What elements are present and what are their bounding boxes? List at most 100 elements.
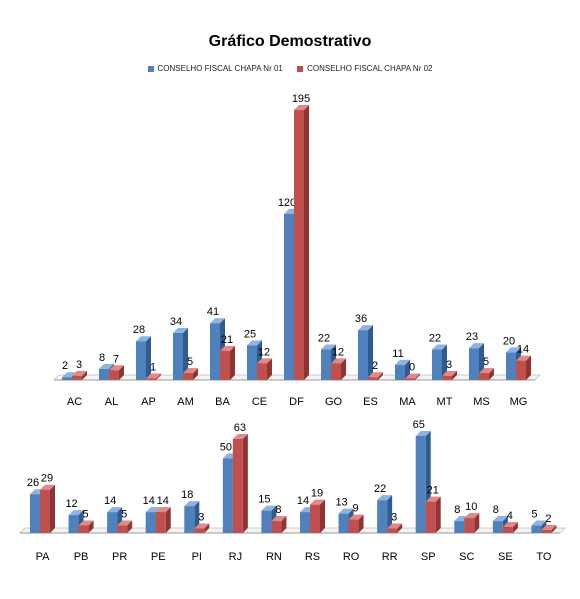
data-label-rj-series-2: 63 xyxy=(234,422,246,434)
bar-top-se-series-1 xyxy=(492,516,508,522)
bar-side-es-series-1 xyxy=(368,325,373,380)
bar-side-pa-series-2 xyxy=(50,484,55,533)
data-label-pa-series-2: 29 xyxy=(41,473,53,485)
category-label-df: DF xyxy=(289,396,304,408)
bar-top-pb-series-1 xyxy=(68,510,84,516)
bar-ap-series-2 xyxy=(146,378,156,380)
category-label-ro: RO xyxy=(343,551,360,563)
bar-side-pi-series-2 xyxy=(204,523,210,533)
bar-sp-series-2 xyxy=(425,501,436,533)
category-label-rn: RN xyxy=(266,551,282,563)
legend-label-series-1: CONSELHO FISCAL CHAPA Nr 01 xyxy=(157,64,283,73)
bar-mg-series-2 xyxy=(516,360,526,380)
bar-ba-series-2 xyxy=(220,350,230,380)
data-label-pe-series-1: 14 xyxy=(143,495,155,507)
bar-side-ma-series-2 xyxy=(415,373,420,380)
data-label-pa-series-1: 26 xyxy=(27,477,39,489)
data-label-mg-series-2: 14 xyxy=(517,344,529,356)
bar-side-sc-series-2 xyxy=(474,513,480,533)
category-label-se: SE xyxy=(498,551,513,563)
bar-top-rr-series-2 xyxy=(387,523,403,529)
bar-top-sc-series-2 xyxy=(464,513,480,519)
bar-top-ba-series-2 xyxy=(220,345,235,351)
bar-rj-series-1 xyxy=(222,458,233,533)
category-label-to: TO xyxy=(536,551,552,563)
bar-side-pe-series-2 xyxy=(165,507,171,533)
bar-ms-series-1 xyxy=(469,348,479,380)
data-label-es-series-1: 36 xyxy=(355,313,367,325)
bar-am-series-2 xyxy=(183,373,193,380)
data-label-sc-series-1: 8 xyxy=(454,504,460,516)
bar-top-se-series-2 xyxy=(502,522,518,528)
legend: CONSELHO FISCAL CHAPA Nr 01 CONSELHO FIS… xyxy=(0,64,580,73)
data-label-sp-series-1: 65 xyxy=(413,419,425,431)
bar-pa-series-2 xyxy=(40,489,50,533)
bar-mt-series-1 xyxy=(432,349,442,380)
bar-rs-series-1 xyxy=(300,512,310,533)
bar-mg-series-1 xyxy=(506,352,516,380)
data-label-go-series-2: 12 xyxy=(332,346,344,358)
bar-top-mt-series-2 xyxy=(442,370,457,376)
bar-top-pi-series-1 xyxy=(184,501,200,507)
data-label-am-series-1: 34 xyxy=(170,316,182,328)
bar-pe-series-1 xyxy=(145,512,156,533)
bar-top-go-series-1 xyxy=(321,344,336,350)
category-label-rs: RS xyxy=(305,551,320,563)
data-label-ba-series-2: 21 xyxy=(221,334,233,346)
data-label-pe-series-2: 14 xyxy=(157,495,169,507)
category-label-ba: BA xyxy=(215,396,230,408)
data-label-pi-series-1: 18 xyxy=(181,489,193,501)
bar-pr-series-1 xyxy=(107,512,118,533)
bar-top-ma-series-2 xyxy=(405,373,420,379)
bar-ba-series-1 xyxy=(210,323,220,380)
bar-top-es-series-2 xyxy=(368,372,383,378)
bar-rn-series-2 xyxy=(271,521,282,533)
bar-rr-series-2 xyxy=(387,528,398,533)
bar-am-series-1 xyxy=(173,332,183,380)
data-label-pi-series-2: 3 xyxy=(198,512,204,524)
bar-mt-series-2 xyxy=(442,375,452,380)
bar-al-series-2 xyxy=(109,370,119,380)
bar-side-pr-series-2 xyxy=(127,520,133,533)
bar-ro-series-2 xyxy=(348,519,359,533)
category-label-mg: MG xyxy=(510,396,528,408)
category-label-es: ES xyxy=(363,396,378,408)
data-label-rn-series-1: 15 xyxy=(258,494,270,506)
category-label-ap: AP xyxy=(141,396,156,408)
data-label-pb-series-1: 12 xyxy=(65,498,77,510)
bar-side-am-series-2 xyxy=(193,368,198,380)
data-label-se-series-2: 4 xyxy=(507,510,513,522)
data-label-ro-series-2: 9 xyxy=(353,503,359,515)
bar-top-rs-series-2 xyxy=(310,499,325,505)
bar-top-rn-series-2 xyxy=(271,516,287,522)
bar-top-al-series-2 xyxy=(109,365,124,371)
data-label-rn-series-2: 8 xyxy=(275,504,281,516)
bar-side-ms-series-2 xyxy=(489,368,494,380)
category-label-pa: PA xyxy=(36,551,51,563)
bar-go-series-2 xyxy=(331,363,341,380)
bar-top-ms-series-2 xyxy=(479,368,494,374)
bar-top-pb-series-2 xyxy=(78,520,94,526)
bar-se-series-2 xyxy=(502,527,513,533)
bar-ac-series-1 xyxy=(62,377,72,380)
data-label-pb-series-2: 5 xyxy=(83,509,89,521)
data-label-sp-series-2: 21 xyxy=(427,485,439,497)
bar-side-ba-series-2 xyxy=(230,345,235,380)
data-label-rs-series-1: 14 xyxy=(297,495,309,507)
bar-side-mt-series-2 xyxy=(452,370,457,380)
bar-ma-series-2 xyxy=(405,378,415,380)
category-label-go: GO xyxy=(325,396,343,408)
legend-swatch-series-1 xyxy=(147,65,154,72)
bar-go-series-1 xyxy=(321,349,331,380)
legend-item-series-2: CONSELHO FISCAL CHAPA Nr 02 xyxy=(297,64,432,73)
bar-top-ro-series-1 xyxy=(338,508,354,514)
category-label-pb: PB xyxy=(74,551,89,563)
data-label-to-series-2: 2 xyxy=(545,513,551,525)
bar-top-ce-series-1 xyxy=(247,340,262,346)
bar-top-al-series-1 xyxy=(99,363,114,369)
bar-side-rj-series-2 xyxy=(242,433,248,533)
bar-ap-series-1 xyxy=(136,341,146,380)
data-label-ce-series-2: 12 xyxy=(258,346,270,358)
data-label-df-series-2: 195 xyxy=(292,93,310,105)
data-label-ms-series-2: 5 xyxy=(483,356,489,368)
